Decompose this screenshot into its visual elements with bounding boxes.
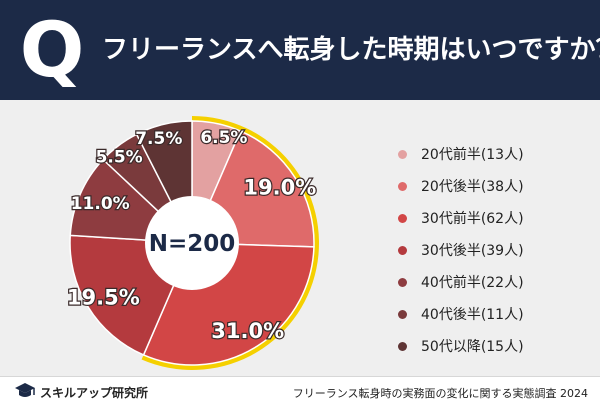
footer: スキルアップ研究所 フリーランス転身時の実務面の変化に関する実態調査 2024 [0, 376, 600, 408]
legend-item: 40代前半(22人) [398, 266, 588, 298]
slice-value-label: 11.0% [71, 194, 130, 214]
legend-marker [398, 181, 407, 191]
legend-marker [398, 341, 407, 351]
slice-value-label: 7.5% [135, 129, 182, 149]
legend-label: 20代後半(38人) [421, 179, 524, 195]
graduation-cap-icon [15, 383, 35, 397]
legend-marker [398, 277, 407, 287]
brand-name: スキルアップ研究所 [40, 385, 149, 400]
slice-value-label: 6.5% [200, 128, 247, 148]
legend-item: 30代後半(39人) [398, 234, 588, 266]
legend-item: 30代前半(62人) [398, 202, 588, 234]
slice-value-label: 31.0% [211, 319, 284, 343]
legend-label: 50代以降(15人) [421, 339, 524, 355]
legend-marker [398, 309, 407, 319]
slice-value-label: 5.5% [96, 148, 143, 168]
donut-chart: N=200 6.5% 19.0% 31.0% 19.5% 11.0% 5.5%7.5% [66, 116, 319, 370]
question-header: Q フリーランスへ転身した時期はいつですか？ [0, 0, 600, 100]
legend-label: 40代前半(22人) [421, 275, 524, 291]
question-title: フリーランスへ転身した時期はいつですか？ [102, 35, 600, 65]
legend-marker [398, 245, 407, 255]
q-mark-icon: Q [19, 5, 85, 94]
legend-label: 40代後半(11人) [421, 307, 524, 323]
donut-hole [145, 196, 239, 290]
legend-item: 50代以降(15人) [398, 330, 588, 362]
legend-item: 40代後半(11人) [398, 298, 588, 330]
legend-item: 20代後半(38人) [398, 170, 588, 202]
legend-marker [398, 149, 407, 159]
legend-label: 30代後半(39人) [421, 243, 524, 259]
survey-caption: フリーランス転身時の実務面の変化に関する実態調査 2024 [292, 387, 588, 400]
slice-value-label: 19.5% [67, 286, 140, 310]
legend-label: 30代前半(62人) [421, 211, 524, 227]
brand-logo: スキルアップ研究所 [14, 382, 148, 402]
legend-marker [398, 213, 407, 223]
chart-legend: 20代前半(13人) 20代後半(38人) 30代前半(62人) 30代後半(3… [398, 138, 588, 362]
legend-label: 20代前半(13人) [421, 147, 524, 163]
legend-item: 20代前半(13人) [398, 138, 588, 170]
center-label: N=200 [149, 231, 236, 257]
slice-value-label: 19.0% [243, 176, 316, 200]
